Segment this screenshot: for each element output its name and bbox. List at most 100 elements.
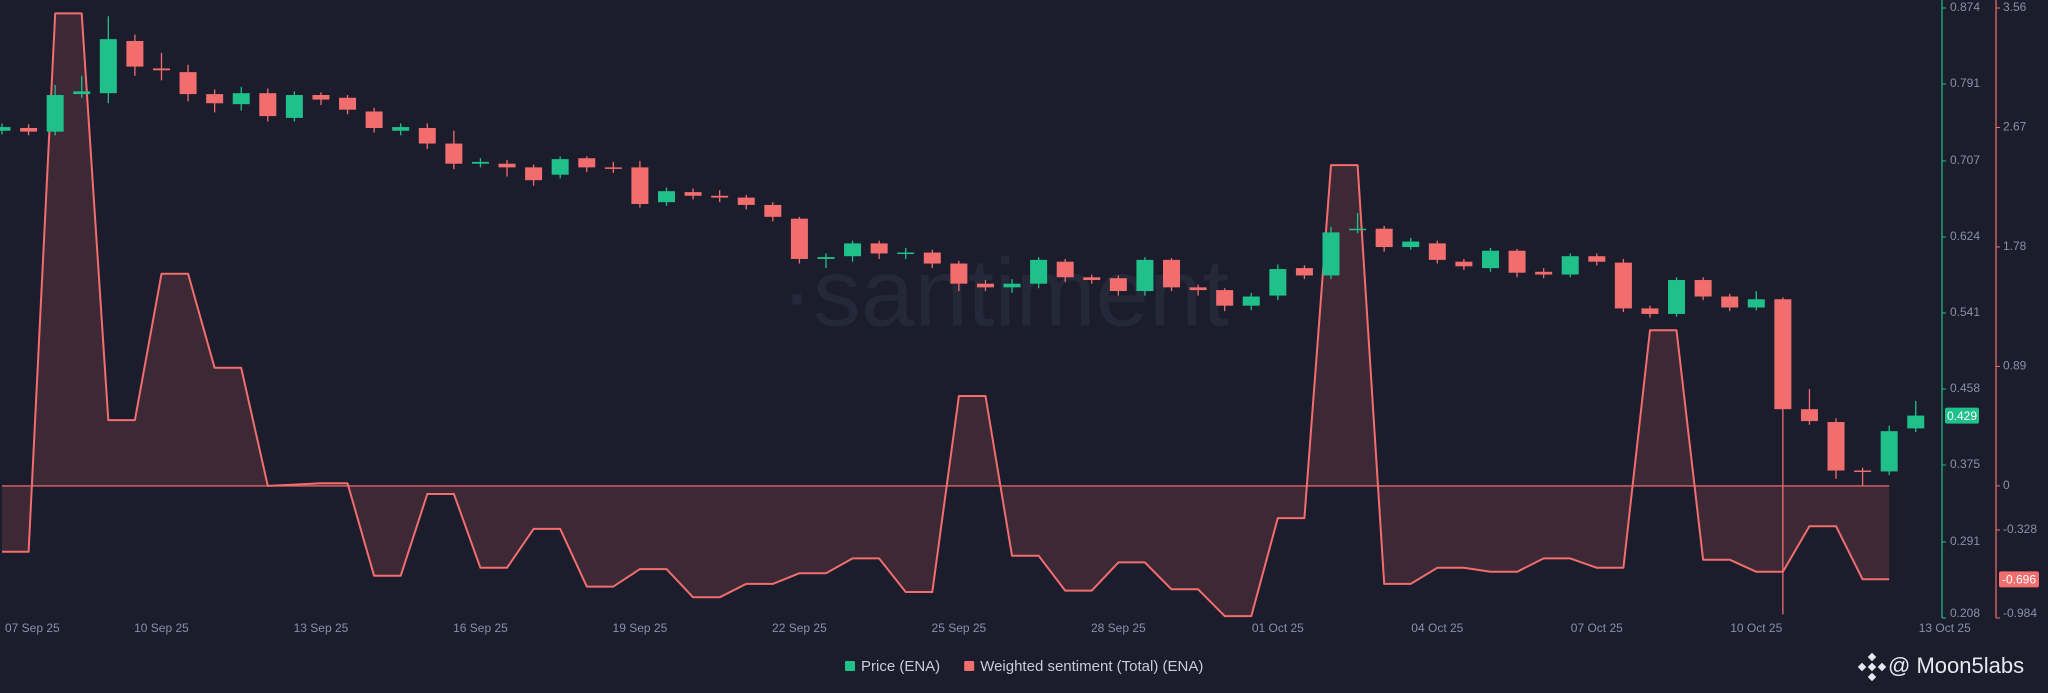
candle-body — [1402, 241, 1420, 248]
y2-tick-label: -0.984 — [2003, 606, 2037, 620]
y2-tick-label: 3.56 — [2003, 0, 2027, 14]
x-tick-label: 19 Sep 25 — [613, 621, 668, 635]
candle-body — [1535, 271, 1553, 275]
sentiment-last-label: -0.696 — [2002, 573, 2036, 587]
sentiment-last-box — [1999, 571, 2039, 588]
candle-body — [631, 167, 649, 205]
x-tick-label: 07 Oct 25 — [1571, 621, 1623, 635]
candle-body — [1322, 232, 1340, 276]
candle-body — [259, 93, 277, 117]
candle-body — [232, 93, 250, 105]
candle-body — [870, 243, 888, 254]
candle-body — [1269, 269, 1287, 296]
candle-body — [1136, 259, 1154, 292]
candle-body — [604, 167, 622, 169]
candle-body — [1721, 296, 1739, 308]
candle-body — [551, 159, 569, 175]
candle-body — [498, 163, 516, 168]
watermark: ·santiment — [781, 239, 1229, 346]
candle-body — [657, 191, 676, 203]
candle-body — [790, 218, 808, 259]
candle-body — [578, 158, 596, 168]
x-tick-label: 13 Oct 25 — [1919, 621, 1971, 635]
y2-tick-label: 0.89 — [2003, 359, 2027, 373]
x-tick-label: 10 Oct 25 — [1730, 621, 1782, 635]
candle-body — [1428, 243, 1446, 260]
candle-body — [764, 204, 782, 217]
candle-body — [1827, 421, 1845, 471]
candle-body — [711, 195, 729, 198]
candle-body — [1747, 299, 1765, 308]
y-tick-label: 0.791 — [1950, 76, 1980, 90]
legend-label: Price (ENA) — [861, 658, 940, 675]
candle-body — [1216, 290, 1234, 306]
candle-body — [1349, 228, 1367, 231]
candle-body — [1907, 415, 1925, 429]
candle-body — [897, 252, 915, 255]
candle-body — [1030, 259, 1048, 284]
candle-body — [1854, 470, 1872, 473]
x-tick-label: 04 Oct 25 — [1411, 621, 1463, 635]
candle-body — [923, 252, 941, 264]
candle-body — [418, 127, 436, 144]
candle-body — [1588, 256, 1606, 262]
price-last-label: 0.429 — [1947, 409, 1977, 423]
candle-body — [1880, 431, 1898, 472]
x-tick-label: 01 Oct 25 — [1252, 621, 1304, 635]
y-tick-label: 0.291 — [1950, 534, 1980, 548]
candle-body — [392, 127, 410, 131]
candle-body — [1163, 259, 1181, 288]
candle-body — [684, 192, 702, 196]
candle-body — [1455, 261, 1473, 267]
candle-body — [1694, 280, 1712, 297]
candle-body — [46, 95, 64, 132]
y2-tick-label: -0.328 — [2003, 522, 2037, 536]
legend-label: Weighted sentiment (Total) (ENA) — [980, 658, 1203, 675]
sentiment-line — [2, 12, 1890, 618]
x-tick-label: 25 Sep 25 — [932, 621, 987, 635]
y-tick-label: 0.874 — [1950, 0, 1980, 14]
x-tick-label: 07 Sep 25 — [5, 621, 60, 635]
x-tick-label: 16 Sep 25 — [453, 621, 508, 635]
y2-tick-label: 1.78 — [2003, 239, 2027, 253]
candle-body — [1614, 262, 1632, 309]
candle-body — [950, 263, 968, 284]
x-tick-label: 28 Sep 25 — [1091, 621, 1146, 635]
price-last-box — [1945, 407, 1979, 424]
candle-body — [1641, 308, 1659, 314]
candle-body — [206, 94, 224, 104]
candle-body — [126, 40, 144, 67]
y-tick-label: 0.707 — [1950, 153, 1980, 167]
candle-body — [445, 143, 463, 164]
candle-body — [1056, 261, 1074, 278]
legend-swatch — [964, 661, 975, 671]
y-tick-label: 0.541 — [1950, 305, 1980, 319]
credit: @ Moon5labs — [1888, 653, 2024, 678]
x-tick-label: 22 Sep 25 — [772, 621, 827, 635]
candle-body — [1189, 287, 1207, 291]
candle-body — [365, 111, 383, 128]
candle-body — [152, 68, 170, 71]
candle-body — [844, 243, 862, 257]
candle-body — [312, 95, 330, 100]
x-tick-label: 10 Sep 25 — [134, 621, 189, 635]
candle-body — [1003, 283, 1021, 288]
legend-swatch — [845, 661, 855, 671]
y2-tick-label: 0 — [2003, 478, 2010, 492]
candle-body — [1481, 250, 1499, 269]
candle-body — [1668, 280, 1686, 314]
legend: Price (ENA) Weighted sentiment (Total) (E… — [845, 658, 1203, 675]
x-tick-label: 13 Sep 25 — [294, 621, 349, 635]
candle-body — [285, 95, 303, 118]
y-tick-label: 0.458 — [1950, 381, 1980, 395]
candle-body — [1083, 277, 1101, 281]
candle-body — [339, 97, 357, 110]
y2-tick-label: 2.67 — [2003, 120, 2027, 134]
y-tick-label: 0.208 — [1950, 606, 1980, 620]
y-tick-label: 0.375 — [1950, 457, 1980, 471]
candle-body — [1109, 278, 1127, 292]
candle-body — [1561, 256, 1579, 275]
candle-body — [1375, 228, 1393, 248]
